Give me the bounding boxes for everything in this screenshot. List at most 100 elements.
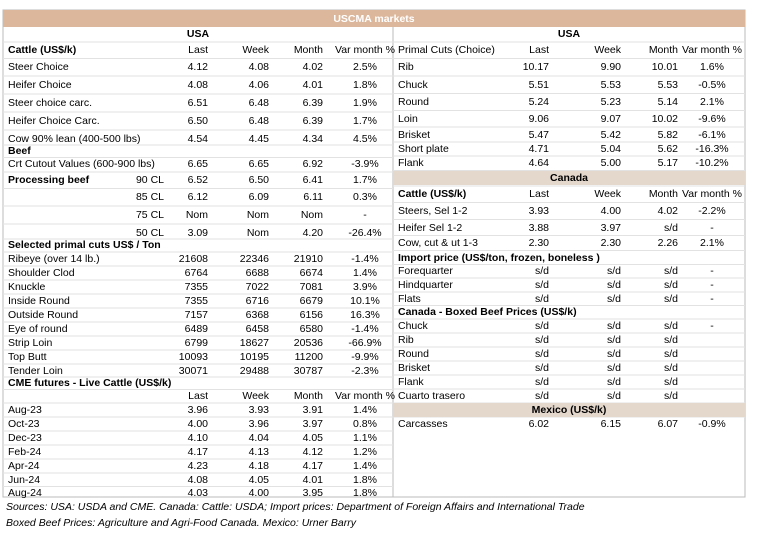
cell: 4.5%: [353, 133, 377, 145]
source-note: Sources: USA: USDA and CME. Canada: Catt…: [6, 501, 585, 513]
cell: -16.3%: [695, 143, 728, 155]
cell: s/d: [607, 334, 621, 346]
row-label: Aug-24: [8, 487, 42, 499]
cell: 6.15: [601, 418, 622, 430]
cell: 6.39: [303, 97, 324, 109]
cell: 4.20: [303, 227, 324, 239]
cell: s/d: [535, 348, 549, 360]
cell: 4.64: [529, 157, 550, 169]
cell: 5.14: [658, 96, 679, 108]
cell: 7355: [185, 281, 209, 293]
cell: 6458: [246, 323, 270, 335]
cell: 3.96: [188, 404, 209, 416]
cell: 0.8%: [353, 418, 377, 430]
cell: Var month %: [682, 44, 742, 56]
row-label: Dec-23: [8, 432, 42, 444]
section-header: USA: [187, 28, 210, 40]
cell: -2.2%: [698, 205, 725, 217]
cell: 6156: [300, 309, 324, 321]
row-label: Round: [398, 348, 429, 360]
cell: 4.17: [188, 446, 209, 458]
cell: s/d: [607, 320, 621, 332]
cell: 5.82: [658, 129, 679, 141]
row-label: Hindquarter: [398, 279, 453, 291]
cell: 3.95: [303, 487, 324, 499]
title-bar: [3, 10, 745, 27]
cell: 2.30: [601, 237, 622, 249]
cell: Last: [188, 44, 208, 56]
row-label: Cow, cut & ut 1-3: [398, 237, 478, 249]
row-label: Processing beef: [8, 174, 90, 186]
cell: 6.48: [249, 115, 270, 127]
cell: s/d: [664, 293, 678, 305]
cell: 4.17: [303, 460, 324, 472]
cell: s/d: [535, 390, 549, 402]
cell: -3.9%: [351, 158, 378, 170]
cell: 18627: [240, 337, 269, 349]
section-header: Canada: [550, 172, 588, 184]
cell: 1.4%: [353, 460, 377, 472]
cell: 5.17: [658, 157, 679, 169]
cell: 11200: [295, 351, 324, 363]
cell: 4.00: [601, 205, 622, 217]
cell: 30071: [179, 365, 208, 377]
row-label: Jun-24: [8, 474, 40, 486]
cell: 4.08: [188, 79, 209, 91]
cell: -: [710, 222, 714, 234]
row-label: Shoulder Clod: [8, 267, 75, 279]
cell: Month: [649, 188, 678, 200]
cell: 6799: [185, 337, 209, 349]
cell: 1.7%: [353, 174, 377, 186]
cell: 22346: [240, 253, 269, 265]
row-label: Knuckle: [8, 281, 46, 293]
cell: 4.13: [249, 446, 270, 458]
row-label: Tender Loin: [8, 365, 63, 377]
row-label: Rib: [398, 61, 414, 73]
cell: s/d: [607, 376, 621, 388]
cell: 6.50: [249, 174, 270, 186]
row-label: Flats: [398, 293, 421, 305]
cell: 1.2%: [353, 446, 377, 458]
cell: 10195: [240, 351, 269, 363]
row-label: Apr-24: [8, 460, 40, 472]
row-label: Cuarto trasero: [398, 390, 465, 402]
cell: 4.45: [249, 133, 270, 145]
cell: 10.1%: [350, 295, 380, 307]
cell: Nom: [301, 209, 323, 221]
cell: 6.65: [249, 158, 270, 170]
row-label: Primal Cuts (Choice): [398, 44, 495, 56]
cell: -: [710, 265, 714, 277]
cell: s/d: [535, 279, 549, 291]
row-label: Ribeye (over 14 lb.): [8, 253, 100, 265]
row-label: Brisket: [398, 362, 430, 374]
cell: 10.01: [652, 61, 678, 73]
row-label: Crt Cutout Values (600-900 lbs): [8, 158, 155, 170]
cell: 6764: [185, 267, 209, 279]
cell: 6489: [185, 323, 209, 335]
cell: 90 CL: [136, 174, 164, 186]
cell: -0.5%: [698, 79, 725, 91]
cell: 9.06: [529, 113, 550, 125]
cell: Nom: [247, 209, 269, 221]
row-label: Top Butt: [8, 351, 47, 363]
cell: s/d: [664, 362, 678, 374]
cell: 3.96: [249, 418, 270, 430]
cell: 2.5%: [353, 61, 377, 73]
cell: 1.8%: [353, 487, 377, 499]
cell: -1.4%: [351, 253, 378, 265]
cell: 7355: [185, 295, 209, 307]
cell: s/d: [535, 362, 549, 374]
cell: s/d: [607, 390, 621, 402]
cell: 4.01: [303, 474, 324, 486]
row-label: Chuck: [398, 320, 429, 332]
cell: 6.07: [658, 418, 679, 430]
cell: Week: [242, 390, 269, 402]
cell: 21910: [294, 253, 323, 265]
cell: 5.42: [601, 129, 622, 141]
row-label: Cattle (US$/k): [398, 188, 466, 200]
cell: s/d: [664, 334, 678, 346]
cell: 5.23: [601, 96, 622, 108]
row-label: Rib: [398, 334, 414, 346]
cell: -: [710, 279, 714, 291]
cell: 6.39: [303, 115, 324, 127]
